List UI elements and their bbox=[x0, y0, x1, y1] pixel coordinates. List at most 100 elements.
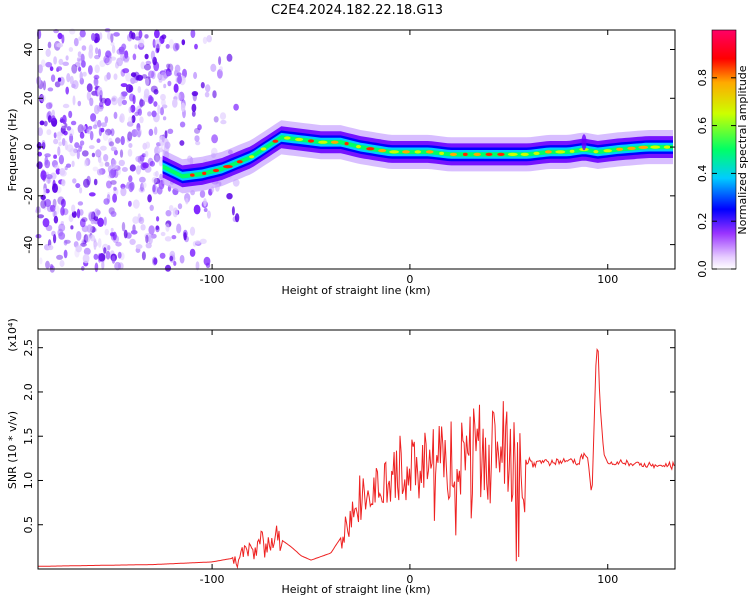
noise-mark bbox=[213, 116, 219, 123]
noise-mark bbox=[159, 252, 166, 259]
noise-mark bbox=[165, 44, 170, 49]
noise-mark bbox=[75, 183, 81, 189]
noise-mark bbox=[164, 141, 171, 149]
noise-mark bbox=[86, 83, 93, 92]
noise-mark bbox=[197, 124, 202, 131]
noise-mark bbox=[110, 128, 115, 137]
noise-mark bbox=[81, 150, 89, 157]
noise-mark bbox=[61, 138, 66, 146]
noise-mark bbox=[117, 251, 122, 259]
noise-mark bbox=[143, 93, 150, 102]
noise-mark bbox=[116, 57, 123, 67]
noise-mark bbox=[137, 155, 144, 164]
noise-mark bbox=[95, 47, 99, 55]
noise-mark bbox=[95, 149, 102, 158]
noise-mark bbox=[128, 106, 132, 114]
noise-mark bbox=[155, 225, 160, 230]
noise-mark bbox=[164, 130, 168, 139]
noise-mark bbox=[218, 56, 222, 66]
noise-mark bbox=[44, 155, 49, 166]
ridge-peak-mark bbox=[249, 155, 255, 159]
noise-mark bbox=[126, 121, 134, 127]
noise-mark bbox=[151, 176, 158, 184]
noise-mark bbox=[94, 119, 98, 127]
noise-mark bbox=[177, 74, 182, 85]
noise-mark bbox=[199, 238, 207, 244]
noise-mark bbox=[99, 90, 103, 98]
noise-mark bbox=[104, 161, 110, 167]
noise-mark bbox=[52, 209, 56, 218]
noise-mark bbox=[125, 84, 133, 93]
ridge-peak-mark bbox=[202, 171, 207, 175]
ridge-peak-mark bbox=[473, 152, 482, 156]
noise-mark bbox=[99, 60, 106, 68]
noise-mark bbox=[49, 66, 54, 72]
noise-mark bbox=[181, 39, 186, 46]
noise-mark bbox=[163, 83, 167, 89]
noise-mark bbox=[176, 223, 182, 234]
noise-mark bbox=[115, 241, 122, 247]
noise-mark bbox=[56, 66, 63, 71]
noise-mark bbox=[179, 254, 185, 264]
noise-mark bbox=[185, 198, 189, 205]
ridge-peak-mark bbox=[555, 150, 566, 154]
noise-mark bbox=[132, 216, 140, 224]
noise-mark bbox=[151, 110, 157, 118]
noise-mark bbox=[167, 80, 172, 87]
noise-mark bbox=[122, 54, 130, 62]
noise-mark bbox=[155, 170, 159, 178]
noise-mark bbox=[120, 187, 127, 197]
noise-mark bbox=[132, 199, 140, 209]
noise-mark bbox=[71, 64, 78, 74]
y-tick-label: 1.0 bbox=[22, 472, 35, 490]
noise-mark bbox=[70, 225, 74, 230]
noise-mark bbox=[90, 211, 96, 222]
noise-mark bbox=[127, 33, 133, 42]
ridge-peak-mark bbox=[439, 151, 444, 155]
noise-mark bbox=[82, 71, 87, 77]
noise-mark bbox=[64, 123, 68, 128]
noise-mark bbox=[86, 91, 92, 101]
noise-mark bbox=[130, 72, 137, 78]
noise-mark bbox=[111, 255, 116, 264]
noise-mark bbox=[161, 99, 166, 106]
noise-mark bbox=[203, 208, 208, 212]
x-tick-label: 0 bbox=[406, 573, 413, 586]
noise-mark bbox=[152, 56, 157, 66]
noise-mark bbox=[152, 184, 156, 193]
noise-mark bbox=[110, 146, 117, 152]
noise-mark bbox=[178, 91, 185, 102]
ridge-peak-mark bbox=[366, 147, 375, 151]
noise-mark bbox=[206, 35, 212, 43]
noise-mark bbox=[164, 264, 172, 272]
noise-mark bbox=[86, 128, 92, 135]
noise-mark bbox=[132, 94, 136, 105]
noise-mark bbox=[124, 50, 129, 59]
noise-mark bbox=[108, 141, 115, 147]
colorbar-tick-label: 0.8 bbox=[696, 69, 709, 87]
noise-mark bbox=[40, 59, 46, 68]
noise-mark bbox=[88, 192, 96, 197]
noise-mark bbox=[148, 70, 155, 79]
ridge-peak-mark bbox=[414, 150, 422, 154]
noise-mark bbox=[104, 228, 110, 236]
noise-mark bbox=[91, 33, 96, 41]
noise-mark bbox=[119, 49, 125, 55]
noise-mark bbox=[45, 61, 53, 68]
noise-mark bbox=[169, 255, 174, 262]
noise-mark bbox=[132, 53, 137, 61]
noise-mark bbox=[148, 225, 155, 235]
noise-mark bbox=[157, 147, 164, 153]
noise-mark bbox=[107, 245, 111, 251]
noise-mark bbox=[104, 116, 109, 124]
noise-mark bbox=[153, 153, 161, 163]
noise-mark bbox=[139, 99, 146, 107]
noise-mark bbox=[156, 43, 160, 53]
y-tick-label: 40 bbox=[22, 43, 35, 57]
noise-mark bbox=[191, 91, 199, 97]
noise-mark bbox=[57, 146, 61, 157]
noise-mark bbox=[129, 238, 136, 245]
noise-mark bbox=[39, 120, 45, 126]
noise-mark bbox=[211, 134, 219, 144]
noise-mark bbox=[39, 257, 43, 265]
